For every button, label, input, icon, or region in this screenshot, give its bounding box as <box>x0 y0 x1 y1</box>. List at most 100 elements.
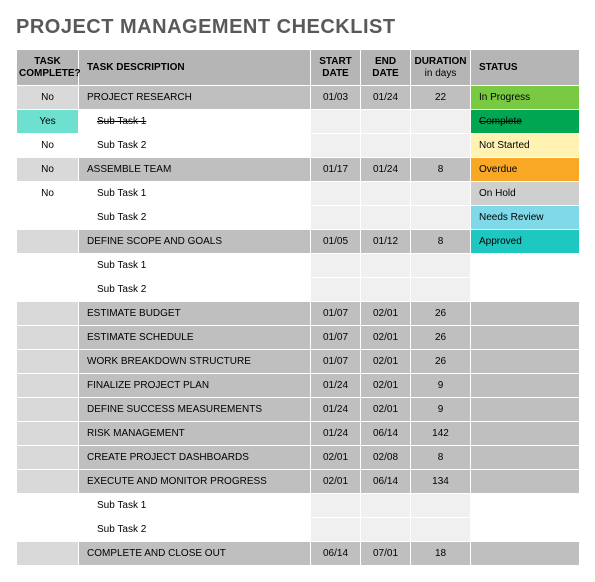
cell-complete[interactable] <box>17 518 79 542</box>
cell-complete[interactable] <box>17 446 79 470</box>
cell-start-date <box>311 182 361 206</box>
cell-end-date: 06/14 <box>361 422 411 446</box>
cell-end-date <box>361 494 411 518</box>
cell-complete[interactable] <box>17 398 79 422</box>
cell-status[interactable] <box>471 494 580 518</box>
cell-end-date <box>361 182 411 206</box>
cell-complete[interactable] <box>17 326 79 350</box>
cell-status[interactable] <box>471 398 580 422</box>
cell-start-date <box>311 494 361 518</box>
cell-complete[interactable] <box>17 494 79 518</box>
cell-description: CREATE PROJECT DASHBOARDS <box>79 446 311 470</box>
cell-end-date: 07/01 <box>361 542 411 566</box>
cell-end-date: 02/01 <box>361 326 411 350</box>
cell-start-date: 02/01 <box>311 446 361 470</box>
cell-end-date <box>361 134 411 158</box>
cell-end-date: 01/24 <box>361 158 411 182</box>
cell-start-date: 06/14 <box>311 542 361 566</box>
cell-duration: 26 <box>411 326 471 350</box>
cell-description: FINALIZE PROJECT PLAN <box>79 374 311 398</box>
cell-status[interactable] <box>471 446 580 470</box>
cell-status[interactable] <box>471 542 580 566</box>
cell-end-date <box>361 518 411 542</box>
cell-description: Sub Task 2 <box>79 134 311 158</box>
cell-status[interactable] <box>471 302 580 326</box>
cell-status[interactable] <box>471 350 580 374</box>
cell-complete[interactable]: Yes <box>17 110 79 134</box>
cell-start-date: 01/07 <box>311 350 361 374</box>
cell-status[interactable] <box>471 254 580 278</box>
cell-start-date <box>311 206 361 230</box>
cell-duration <box>411 518 471 542</box>
table-row: CREATE PROJECT DASHBOARDS02/0102/088 <box>17 446 580 470</box>
cell-start-date: 01/24 <box>311 422 361 446</box>
cell-status[interactable] <box>471 326 580 350</box>
cell-complete[interactable] <box>17 230 79 254</box>
cell-end-date: 02/01 <box>361 302 411 326</box>
cell-status[interactable] <box>471 518 580 542</box>
cell-end-date: 02/01 <box>361 398 411 422</box>
cell-complete[interactable] <box>17 422 79 446</box>
cell-complete[interactable]: No <box>17 134 79 158</box>
cell-duration <box>411 110 471 134</box>
col-header-status: STATUS <box>471 50 580 86</box>
cell-status[interactable] <box>471 278 580 302</box>
dur-sublabel: in days <box>413 68 468 80</box>
cell-end-date <box>361 278 411 302</box>
cell-description: Sub Task 1 <box>79 254 311 278</box>
table-row: Sub Task 2Needs Review <box>17 206 580 230</box>
cell-start-date: 01/24 <box>311 374 361 398</box>
cell-complete[interactable] <box>17 254 79 278</box>
cell-description: ASSEMBLE TEAM <box>79 158 311 182</box>
cell-end-date: 01/12 <box>361 230 411 254</box>
cell-start-date: 01/03 <box>311 86 361 110</box>
cell-end-date: 02/01 <box>361 350 411 374</box>
cell-complete[interactable] <box>17 374 79 398</box>
cell-end-date: 06/14 <box>361 470 411 494</box>
cell-duration <box>411 206 471 230</box>
cell-status[interactable] <box>471 422 580 446</box>
cell-complete[interactable] <box>17 206 79 230</box>
dur-label: DURATION <box>414 56 466 67</box>
cell-status[interactable]: In Progress <box>471 86 580 110</box>
cell-description: DEFINE SUCCESS MEASUREMENTS <box>79 398 311 422</box>
cell-status[interactable]: Needs Review <box>471 206 580 230</box>
cell-status[interactable]: Not Started <box>471 134 580 158</box>
checklist-table: TASK COMPLETE? TASK DESCRIPTION START DA… <box>16 49 580 566</box>
cell-duration: 9 <box>411 374 471 398</box>
table-row: YesSub Task 1 Complete <box>17 110 580 134</box>
cell-status[interactable]: Complete <box>471 110 580 134</box>
cell-description: RISK MANAGEMENT <box>79 422 311 446</box>
cell-status[interactable]: Overdue <box>471 158 580 182</box>
cell-description: Sub Task 1 <box>79 110 311 134</box>
cell-status[interactable]: On Hold <box>471 182 580 206</box>
page-title: PROJECT MANAGEMENT CHECKLIST <box>16 16 579 39</box>
cell-description: ESTIMATE BUDGET <box>79 302 311 326</box>
cell-start-date: 01/07 <box>311 302 361 326</box>
cell-status[interactable]: Approved <box>471 230 580 254</box>
cell-complete[interactable]: No <box>17 158 79 182</box>
cell-complete[interactable]: No <box>17 86 79 110</box>
cell-duration <box>411 254 471 278</box>
table-row: ESTIMATE SCHEDULE01/0702/0126 <box>17 326 580 350</box>
cell-duration: 8 <box>411 230 471 254</box>
cell-complete[interactable] <box>17 302 79 326</box>
cell-duration: 26 <box>411 302 471 326</box>
cell-start-date: 01/05 <box>311 230 361 254</box>
cell-end-date: 01/24 <box>361 86 411 110</box>
table-row: Sub Task 2 <box>17 518 580 542</box>
cell-duration: 8 <box>411 158 471 182</box>
cell-complete[interactable] <box>17 542 79 566</box>
cell-complete[interactable]: No <box>17 182 79 206</box>
cell-status[interactable] <box>471 374 580 398</box>
cell-start-date: 01/07 <box>311 326 361 350</box>
cell-duration: 142 <box>411 422 471 446</box>
cell-duration: 26 <box>411 350 471 374</box>
cell-complete[interactable] <box>17 278 79 302</box>
cell-duration: 9 <box>411 398 471 422</box>
cell-description: WORK BREAKDOWN STRUCTURE <box>79 350 311 374</box>
cell-complete[interactable] <box>17 350 79 374</box>
col-header-start: START DATE <box>311 50 361 86</box>
cell-complete[interactable] <box>17 470 79 494</box>
cell-status[interactable] <box>471 470 580 494</box>
